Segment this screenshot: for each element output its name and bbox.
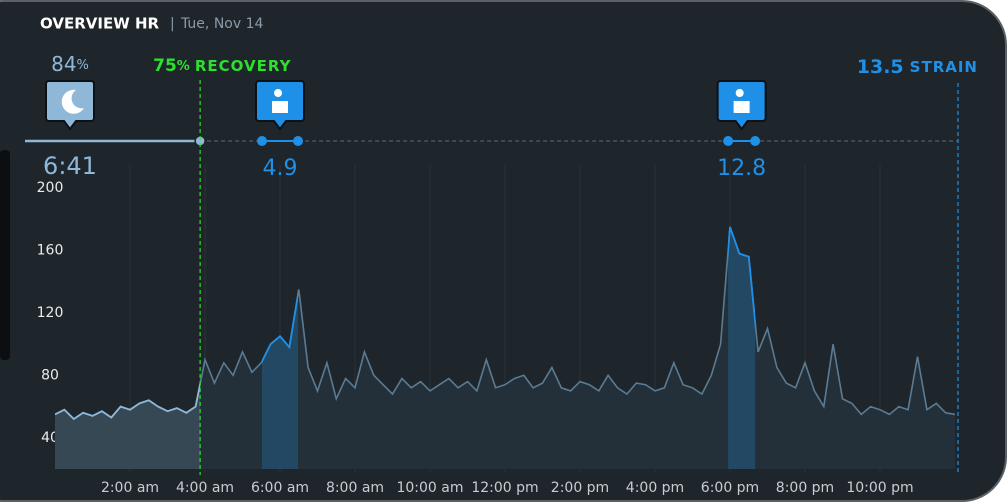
activity-icon-glyph bbox=[733, 89, 750, 113]
activity-strain: 4.9 bbox=[263, 156, 298, 181]
hr-line bbox=[54, 226, 956, 421]
y-tick-label: 80 bbox=[41, 367, 59, 383]
strain-label: 13.5 STRAIN bbox=[857, 56, 978, 78]
sleep-icon-glyph bbox=[61, 89, 84, 114]
recovery-unit: % bbox=[177, 59, 190, 74]
x-tick-label: 2:00 am bbox=[101, 480, 159, 496]
sleep-performance: 84% bbox=[51, 52, 89, 76]
sleep-area bbox=[55, 384, 201, 469]
x-tick-label: 6:00 pm bbox=[701, 480, 759, 496]
title: OVERVIEW HR bbox=[40, 15, 160, 33]
activity-icon-glyph bbox=[272, 89, 288, 113]
y-tick-label: 120 bbox=[37, 305, 64, 321]
x-tick-label: 8:00 am bbox=[326, 480, 384, 496]
area bbox=[55, 227, 955, 469]
x-tick-label: 4:00 pm bbox=[626, 480, 684, 496]
sleep-performance-unit: % bbox=[77, 58, 89, 73]
x-tick-label: 8:00 pm bbox=[776, 480, 834, 496]
y-tick-label: 200 bbox=[37, 180, 64, 196]
x-tick-label: 10:00 am bbox=[396, 480, 463, 496]
activity-start bbox=[257, 136, 267, 146]
separator: | bbox=[170, 16, 175, 32]
recovery-text: RECOVERY bbox=[195, 57, 292, 75]
x-tick-label: 2:00 pm bbox=[551, 480, 609, 496]
x-tick-label: 6:00 am bbox=[251, 480, 309, 496]
activity-strain: 12.8 bbox=[717, 156, 766, 181]
y-tick-label: 40 bbox=[41, 430, 59, 446]
sleep-duration: 6:41 bbox=[43, 152, 97, 180]
activity-start bbox=[723, 136, 734, 146]
activity-end bbox=[293, 136, 303, 146]
activity-area bbox=[262, 227, 756, 469]
activity-end bbox=[750, 136, 761, 146]
sleep-performance-value: 84 bbox=[51, 52, 76, 76]
strain-value: 13.5 bbox=[857, 56, 904, 78]
x-tick-label: 10:00 pm bbox=[846, 480, 913, 496]
x-tick-label: 4:00 am bbox=[176, 480, 234, 496]
strain-text: STRAIN bbox=[910, 58, 978, 76]
y-tick-label: 160 bbox=[37, 242, 64, 258]
x-tick-label: 12:00 pm bbox=[471, 480, 538, 496]
date: Tue, Nov 14 bbox=[180, 16, 263, 32]
recovery-label: 75% RECOVERY bbox=[153, 56, 291, 76]
notch bbox=[0, 150, 10, 360]
hr-chart: 2:00 am 4:00 am 6:00 am 8:00 am 10:00 am 12:0… bbox=[25, 52, 978, 496]
recovery-value: 75 bbox=[153, 56, 177, 76]
